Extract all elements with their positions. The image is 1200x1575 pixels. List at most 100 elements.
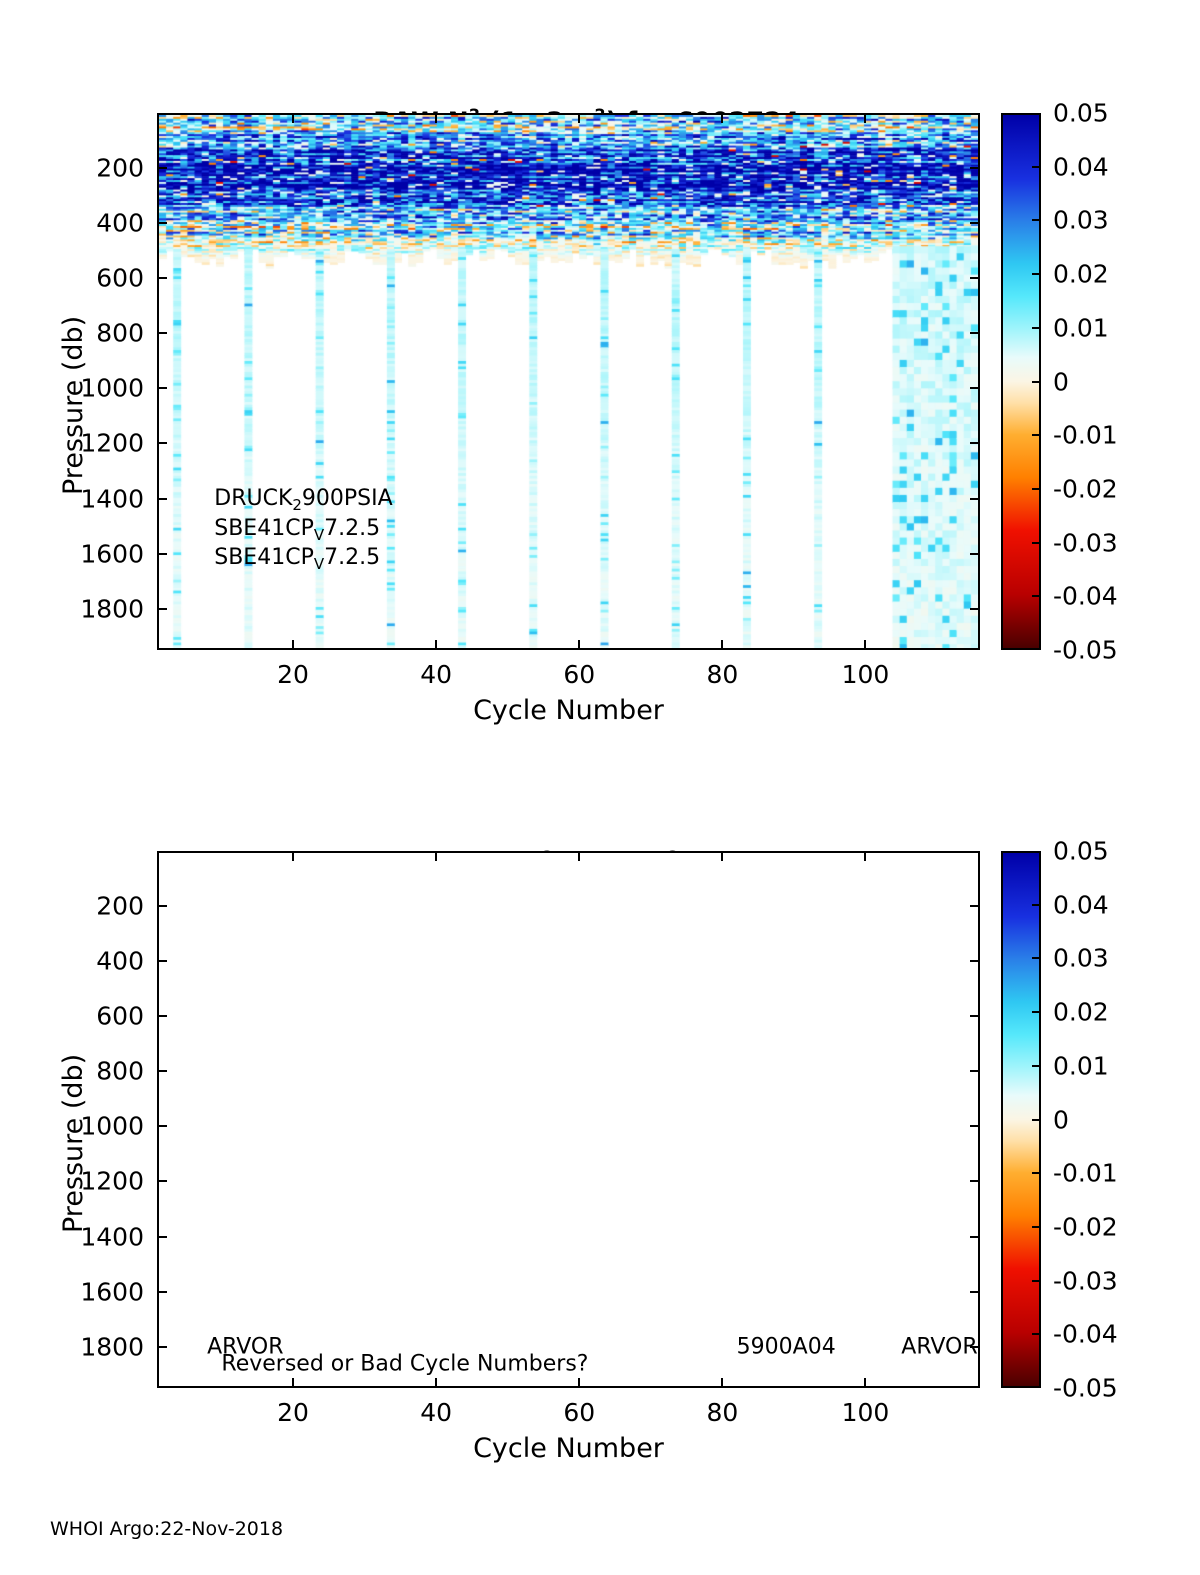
colorbar-tick-label-0.05: 0.05 (1053, 836, 1109, 866)
y-tick-label-200: 200 (96, 891, 144, 921)
colorbar-tick-mark-0.02 (1032, 273, 1041, 276)
x-tick-mark-20 (291, 1378, 294, 1388)
x-tick-label-60: 60 (563, 660, 596, 689)
colorbar-tick-label-0.02: 0.02 (1053, 259, 1109, 289)
y-tick-label-400: 400 (96, 946, 144, 976)
x-tick-mark-top-100 (864, 113, 867, 123)
colorbar-tick-label--0.03: -0.03 (1053, 528, 1118, 558)
x-tick-mark-80 (721, 1378, 724, 1388)
y-tick-mark-right-600 (970, 1015, 980, 1018)
x-tick-label-80: 80 (706, 660, 739, 689)
y-tick-mark-400 (157, 960, 167, 963)
annotation-float-model: 5900A04 (736, 1334, 836, 1360)
raw-x-axis-label: Cycle Number (473, 695, 664, 726)
colorbar-tick-mark-0.03 (1032, 219, 1041, 222)
x-tick-mark-top-40 (435, 113, 438, 123)
y-tick-mark-right-1400 (970, 1235, 980, 1238)
colorbar-tick-label-0: 0 (1053, 367, 1069, 396)
y-tick-mark-1400 (157, 497, 167, 500)
y-tick-mark-1000 (157, 387, 167, 390)
y-tick-mark-right-400 (970, 960, 980, 963)
y-tick-mark-right-200 (970, 905, 980, 908)
y-tick-mark-right-1000 (970, 1125, 980, 1128)
annotation-float-type-left: ARVOR (207, 1334, 284, 1360)
colorbar-tick-label--0.04: -0.04 (1053, 1319, 1118, 1349)
colorbar-tick-label--0.02: -0.02 (1053, 474, 1118, 504)
colorbar-tick-mark--0.04 (1032, 595, 1041, 598)
annotation-prefix: SBE41CP (214, 516, 314, 542)
colorbar-tick-mark-0 (1032, 1118, 1041, 1121)
y-tick-label-600: 600 (96, 263, 144, 293)
y-tick-mark-right-1600 (970, 552, 980, 555)
colorbar-tick-mark--0.03 (1032, 1279, 1041, 1282)
colorbar-tick-mark-0.01 (1032, 1064, 1041, 1067)
y-tick-label-1800: 1800 (80, 594, 144, 624)
colorbar-tick-label-0.02: 0.02 (1053, 997, 1109, 1027)
y-tick-mark-1200 (157, 442, 167, 445)
colorbar-tick-label-0.03: 0.03 (1053, 205, 1109, 235)
raw-heatmap (159, 115, 978, 648)
x-tick-mark-top-80 (721, 851, 724, 861)
x-tick-mark-top-40 (435, 851, 438, 861)
annotation-subscript: 2 (292, 496, 302, 515)
y-tick-mark-1200 (157, 1180, 167, 1183)
annotation-suffix: 7.2.5 (324, 544, 381, 570)
y-tick-label-800: 800 (96, 1056, 144, 1086)
y-tick-mark-right-1600 (970, 1290, 980, 1293)
adjusted-y-axis-label: Pressure (db) (58, 1053, 89, 1233)
y-tick-label-1200: 1200 (80, 428, 144, 458)
y-tick-mark-right-800 (970, 332, 980, 335)
annotation-prefix: DRUCK (214, 485, 293, 511)
colorbar-tick-mark--0.01 (1032, 1172, 1041, 1175)
y-tick-mark-1800 (157, 607, 167, 610)
colorbar-tick-mark-0.04 (1032, 165, 1041, 168)
y-tick-mark-800 (157, 1070, 167, 1073)
x-tick-mark-100 (864, 640, 867, 650)
x-tick-label-60: 60 (563, 1398, 596, 1427)
y-tick-mark-right-1400 (970, 497, 980, 500)
y-tick-mark-right-1000 (970, 387, 980, 390)
colorbar-tick-label--0.04: -0.04 (1053, 581, 1118, 611)
colorbar-tick-label--0.03: -0.03 (1053, 1266, 1118, 1296)
y-tick-label-1400: 1400 (80, 1222, 144, 1252)
x-tick-mark-80 (721, 640, 724, 650)
x-tick-mark-60 (578, 640, 581, 650)
colorbar-tick-label--0.05: -0.05 (1053, 635, 1118, 665)
annotation-prefix: SBE41CP (214, 544, 314, 570)
x-tick-label-100: 100 (841, 660, 890, 689)
annotation-float-type-right: ARVOR (901, 1334, 978, 1360)
y-tick-mark-right-600 (970, 277, 980, 280)
y-tick-label-200: 200 (96, 153, 144, 183)
y-tick-mark-200 (157, 167, 167, 170)
y-tick-mark-right-1800 (970, 1345, 980, 1348)
raw-axes (157, 113, 980, 650)
colorbar-tick-mark--0.02 (1032, 1225, 1041, 1228)
y-tick-label-1200: 1200 (80, 1166, 144, 1196)
y-tick-mark-right-400 (970, 222, 980, 225)
annotation-sensor-ctd-2: SBE41CPV7.2.5 (214, 545, 380, 573)
annotation-cycle-warning: Reversed or Bad Cycle Numbers? (221, 1351, 589, 1377)
y-tick-label-1400: 1400 (80, 484, 144, 514)
colorbar-tick-label-0.04: 0.04 (1053, 152, 1109, 182)
y-tick-mark-600 (157, 1015, 167, 1018)
x-tick-mark-top-60 (578, 851, 581, 861)
y-tick-mark-1600 (157, 1290, 167, 1293)
y-tick-label-1000: 1000 (80, 373, 144, 403)
x-tick-label-20: 20 (277, 1398, 309, 1427)
x-tick-mark-100 (864, 1378, 867, 1388)
x-tick-mark-20 (291, 640, 294, 650)
colorbar-tick-label-0.04: 0.04 (1053, 890, 1109, 920)
colorbar-tick-mark--0.03 (1032, 541, 1041, 544)
y-tick-mark-800 (157, 332, 167, 335)
colorbar-tick-label--0.05: -0.05 (1053, 1373, 1118, 1403)
y-tick-mark-right-1200 (970, 442, 980, 445)
y-tick-label-1600: 1600 (80, 1277, 144, 1307)
colorbar-tick-label-0.01: 0.01 (1053, 1051, 1109, 1081)
x-tick-mark-top-100 (864, 851, 867, 861)
x-tick-mark-60 (578, 1378, 581, 1388)
colorbar-tick-label-0.01: 0.01 (1053, 313, 1109, 343)
y-tick-label-1800: 1800 (80, 1332, 144, 1362)
colorbar-tick-mark-0.01 (1032, 326, 1041, 329)
colorbar-tick-mark--0.04 (1032, 1333, 1041, 1336)
y-tick-label-800: 800 (96, 318, 144, 348)
